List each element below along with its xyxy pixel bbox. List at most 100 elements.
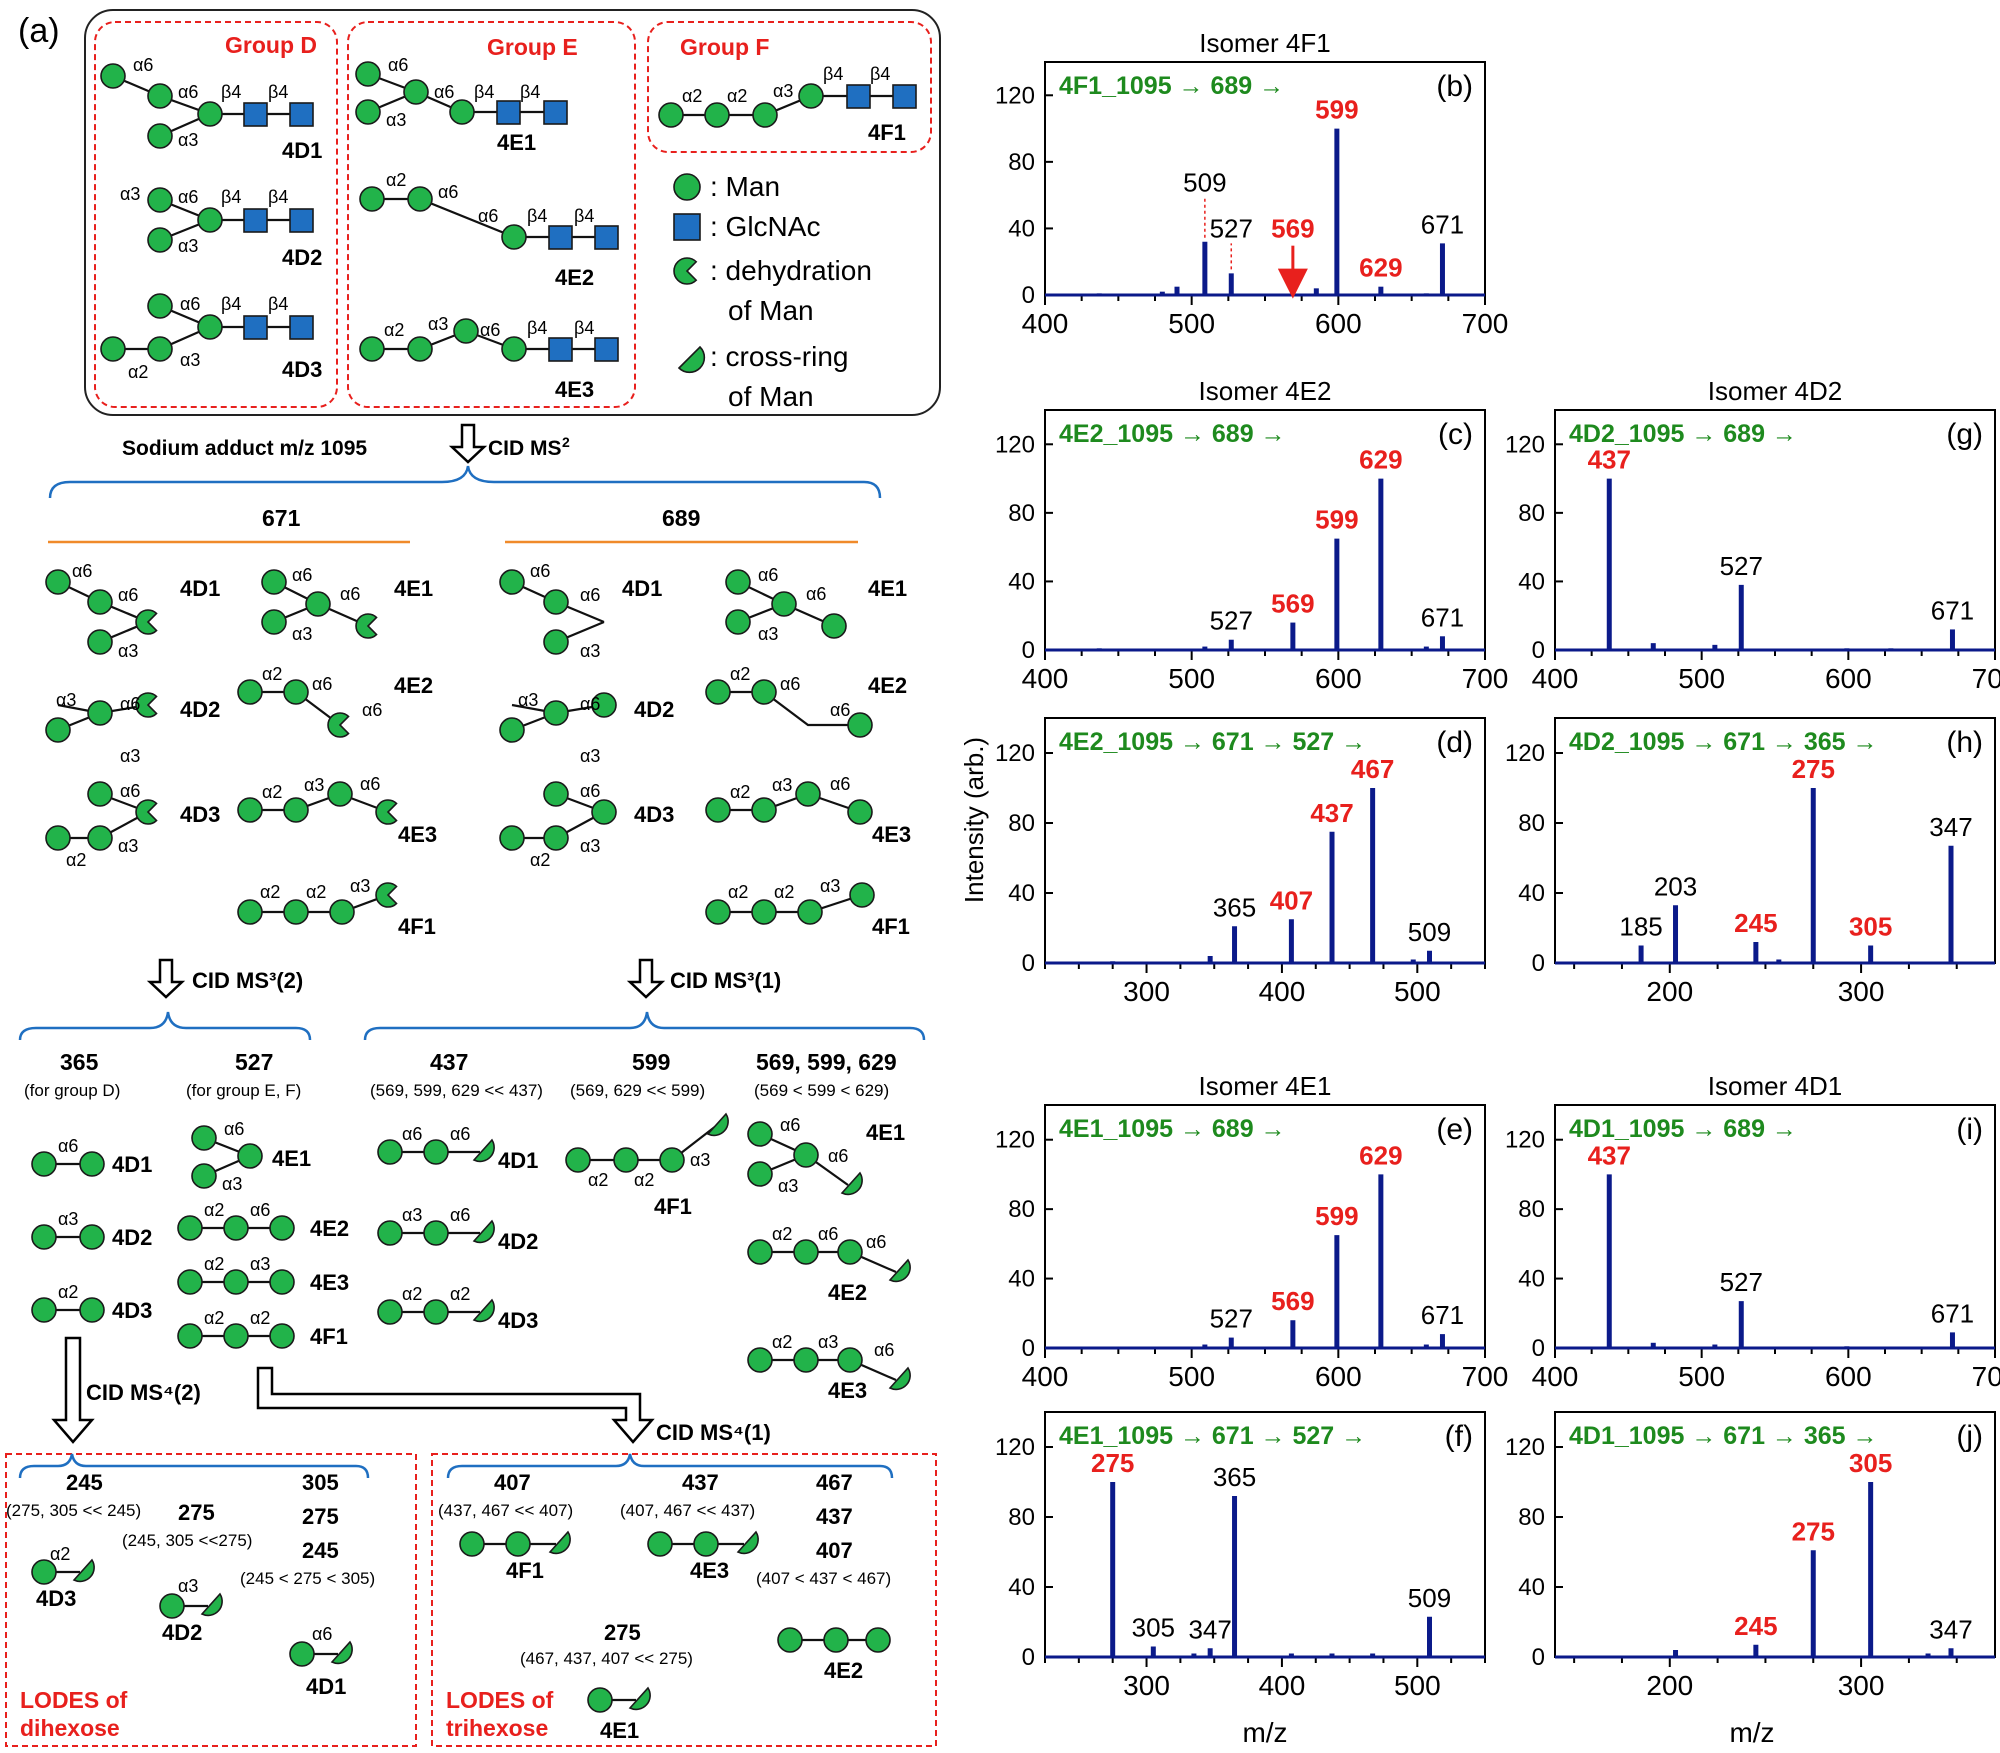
svg-text:α6: α6 (402, 1124, 422, 1144)
peak-label: 305 (1132, 1613, 1175, 1643)
glycan-4e1: α6 α3 α6 β4 β4 4E1 (355, 55, 568, 155)
svg-text:of Man: of Man (728, 381, 814, 412)
svg-text:LODES of: LODES of (20, 1687, 128, 1713)
svg-text:α6: α6 (362, 700, 382, 720)
svg-text:α3: α3 (178, 236, 198, 256)
svg-text:CID MS⁴(1): CID MS⁴(1) (656, 1420, 771, 1445)
svg-text:α6: α6 (806, 584, 826, 604)
svg-text:305: 305 (302, 1470, 339, 1495)
svg-text:α6: α6 (340, 584, 360, 604)
svg-text:α3: α3 (292, 624, 312, 644)
ms3-step: CID MS³(2) CID MS³(1) 365 (for group D) … (18, 958, 926, 1100)
spectrum-title: Isomer 4D2 (1708, 376, 1842, 406)
svg-text:α2: α2 (727, 86, 747, 106)
svg-text:4D2: 4D2 (112, 1225, 152, 1250)
y-tick-label: 40 (1518, 1266, 1545, 1293)
spectrum-panel-b: Isomer 4F1 4F1_1095 → 689 → (b) 0 40 80 120 400… (995, 28, 1508, 339)
peak-label: 203 (1654, 871, 1697, 901)
svg-text:α2: α2 (204, 1200, 224, 1220)
svg-text:α2: α2 (262, 664, 282, 684)
ms4-arrows: CID MS⁴(2) CID MS⁴(1) (51, 1336, 771, 1445)
svg-text:β4: β4 (527, 318, 547, 338)
peak-label: 437 (1588, 1140, 1631, 1170)
spectrum-panel-f: 4E1_1095 → 671 → 527 → (f) 0 40 80 120 300 400 5… (995, 1411, 1486, 1701)
spectrum-legend: 4E2_1095 → 671 → 527 → (1059, 728, 1366, 756)
svg-text:α6: α6 (224, 1119, 244, 1139)
ms2-671-fragments: α6 α6 α3 4D1 α6 α3 α6 4E1 α3 α6 α3 4D2 (45, 561, 437, 939)
svg-text:β4: β4 (221, 187, 241, 207)
svg-text:α3: α3 (350, 876, 370, 896)
spectrum-panel-g: Isomer 4D2 4D2_1095 → 689 → (g) 0 40 80 120 400… (1505, 376, 2000, 694)
x-axis-title-left: m/z (1242, 1717, 1287, 1748)
group-d-box (94, 21, 338, 408)
svg-text:α6: α6 (580, 694, 600, 714)
svg-text:α3: α3 (120, 746, 140, 766)
ms2-step: Sodium adduct m/z 1095 CID MS 2 671 689 (48, 423, 882, 544)
down-arrow-icon (626, 958, 666, 999)
svg-text:α6: α6 (830, 774, 850, 794)
svg-text:α6: α6 (580, 781, 600, 801)
panel-label: (b) (1436, 70, 1473, 103)
svg-text:Sodium adduct m/z 1095: Sodium adduct m/z 1095 (122, 437, 367, 460)
peak-label: 509 (1183, 168, 1226, 198)
peak-label: 275 (1792, 1516, 1835, 1546)
mannose-legend-icon (673, 173, 701, 201)
spectrum-panel-i: Isomer 4D1 4D1_1095 → 689 → (i) 0 40 80 120 400… (1505, 1071, 2000, 1392)
svg-text:(for group D): (for group D) (24, 1081, 120, 1100)
y-tick-label: 80 (1008, 1504, 1035, 1531)
svg-text:α6: α6 (118, 585, 138, 605)
svg-text:4F1: 4F1 (654, 1194, 692, 1219)
svg-text:4D3: 4D3 (112, 1298, 152, 1323)
svg-text:α6: α6 (830, 700, 850, 720)
svg-text:4E3: 4E3 (828, 1378, 867, 1403)
x-tick-label: 500 (1168, 1361, 1215, 1392)
x-tick-label: 500 (1678, 663, 1725, 694)
peak-label: 245 (1734, 1611, 1777, 1641)
spectrum-title: Isomer 4E2 (1199, 376, 1332, 406)
svg-text:α6: α6 (758, 565, 778, 585)
y-tick-label: 120 (1505, 740, 1545, 767)
svg-text:4D1: 4D1 (498, 1148, 538, 1173)
spectrum-panel-j: 4D1_1095 → 671 → 365 → (j) 0 40 80 120 200 300 2… (1505, 1411, 1996, 1701)
svg-text:4D3: 4D3 (180, 802, 220, 827)
glycan-4d3: α6 α2 α3 β4 β4 4D3 (100, 293, 322, 382)
svg-text:α2: α2 (128, 362, 148, 382)
peak-label: 347 (1188, 1614, 1231, 1644)
x-tick-label: 700 (1462, 1361, 1509, 1392)
svg-text:4D2: 4D2 (162, 1620, 202, 1645)
y-tick-label: 120 (1505, 1127, 1545, 1154)
y-tick-label: 120 (1505, 431, 1545, 458)
peak-label: 185 (1619, 912, 1662, 942)
peak-label: 599 (1315, 505, 1358, 535)
svg-text:4D1: 4D1 (180, 576, 220, 601)
svg-text:4D2: 4D2 (498, 1229, 538, 1254)
label-4e2: 4E2 (555, 265, 594, 290)
x-tick-label: 400 (1022, 308, 1069, 339)
svg-text:α3: α3 (178, 1576, 198, 1596)
svg-text:β4: β4 (574, 318, 594, 338)
glycan-4d2: α3 α6 α3 β4 β4 4D2 (120, 184, 322, 270)
glycan-4d1: α6 α6 α3 β4 β4 4D1 (100, 55, 322, 163)
peak-label: 569 (1271, 1286, 1314, 1316)
y-tick-label: 120 (995, 82, 1035, 109)
svg-text:689: 689 (662, 505, 700, 531)
peak-label: 599 (1315, 1201, 1358, 1231)
svg-text:β4: β4 (520, 82, 540, 102)
spectrum-legend: 4D1_1095 → 689 → (1569, 1115, 1797, 1143)
group-f-box (647, 21, 932, 153)
glycan-4e2: α2 α6 α6 β4 β4 4E2 (359, 170, 619, 290)
svg-text:α3: α3 (402, 1205, 422, 1225)
spectrum-legend: 4D1_1095 → 671 → 365 → (1569, 1422, 1878, 1450)
x-tick-label: 700 (1462, 663, 1509, 694)
svg-text:4E1: 4E1 (394, 576, 433, 601)
x-tick-label: 300 (1838, 1670, 1885, 1701)
y-tick-label: 40 (1008, 215, 1035, 242)
svg-text:α6: α6 (818, 1224, 838, 1244)
label-4f1: 4F1 (868, 120, 906, 145)
peak-label: 437 (1310, 798, 1353, 828)
y-tick-label: 0 (1022, 637, 1035, 664)
svg-text:α6: α6 (312, 1624, 332, 1644)
svg-text:α2: α2 (260, 882, 280, 902)
peak-label: 527 (1720, 1267, 1763, 1297)
peak-label: 569 (1271, 589, 1314, 619)
